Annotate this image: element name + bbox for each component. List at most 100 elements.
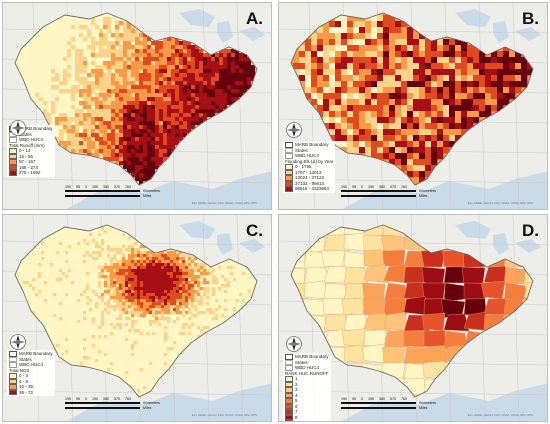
legend-item: 6 [285, 403, 329, 410]
scale-tick: 190 [65, 185, 71, 189]
legend-swatch [9, 159, 17, 165]
legend-item: 7 [285, 409, 329, 415]
legend-class-label: 3 [295, 387, 298, 393]
scale-tick-labels: 190 95 0 190 380 570 760 [341, 185, 407, 189]
scale-bar-mi [65, 194, 140, 197]
legend-states-label: States [295, 147, 308, 153]
scale-tick: 380 [379, 185, 385, 189]
legend-swatch [285, 414, 293, 421]
scale-tick: 570 [390, 397, 396, 401]
scale-tick: 0 [85, 397, 87, 401]
panel-letter: C. [246, 221, 263, 240]
scale-tick: 95 [76, 185, 80, 189]
legend-item: Total NO3 [9, 368, 53, 373]
legend-swatch [285, 376, 293, 382]
scale-tick: 0 [361, 185, 363, 189]
legend: MARB Boundary States WBD HUC4 RANK HUC RUNO… [283, 353, 331, 421]
legend-swatch [285, 392, 293, 399]
map-panel-flooding: B. MARB Boundary States WBD HUC4 Flooding E… [278, 2, 548, 210]
legend-class-label: 275 - 1592 [19, 170, 41, 176]
scale-bar-mi [65, 406, 140, 409]
legend-item: WBD HUC4 [9, 137, 53, 143]
scale-bar-km [65, 189, 140, 192]
legend-item: 13024 - 37123 [285, 175, 333, 181]
legend-class-label: 4 - 9 [19, 378, 29, 384]
legend-swatch [285, 359, 293, 365]
scale-unit-label: Miles [143, 194, 152, 198]
legend-swatch [285, 387, 293, 393]
scale-tick: 190 [92, 397, 98, 401]
legend-class-label: 0 - 1795 [295, 164, 312, 170]
legend-item: 3 [285, 387, 329, 393]
scale-tick: 760 [401, 397, 407, 401]
legend-class-label: 36 - 72 [19, 389, 34, 395]
scale-tick: 95 [352, 397, 356, 401]
legend-class-label: 168 - 274 [19, 164, 39, 170]
scale-unit-label: Kilometers [419, 189, 436, 193]
legend-huc-label: WBD HUC4 [19, 137, 44, 143]
scale-tick: 760 [401, 185, 407, 189]
legend-item: 0 - 1795 [285, 164, 333, 170]
legend-item: 1797 - 13013 [285, 169, 333, 176]
legend-swatch [285, 180, 293, 187]
scale-tick: 190 [368, 397, 374, 401]
legend-swatch [285, 398, 293, 404]
north-arrow-icon [10, 120, 26, 136]
legend-item: 0 - 14 [9, 148, 53, 154]
scale-tick: 190 [65, 397, 71, 401]
legend-swatch [285, 409, 293, 415]
legend-swatch [9, 378, 17, 385]
legend-swatch [9, 137, 17, 143]
legend-swatch [285, 164, 293, 170]
legend-boundary-label: MARB Boundary [295, 142, 329, 148]
scale-tick-labels: 190 95 0 190 380 570 760 [65, 185, 131, 189]
legend-item: WBD HUC4 [285, 153, 333, 159]
map-credit: Esri, HERE, Garmin, FAO, NOAA, USGS, EPA… [467, 201, 533, 205]
legend-swatch [9, 148, 17, 154]
basemap [3, 3, 271, 209]
legend-item: 0 - 3 [9, 373, 53, 379]
legend-item: MARB Boundary [285, 142, 333, 148]
legend-swatch [285, 381, 293, 388]
legend-states-label: States [19, 356, 32, 362]
scale-tick: 760 [125, 397, 131, 401]
legend-huc-label: WBD HUC4 [295, 153, 320, 159]
legend-huc-label: WBD HUC4 [295, 365, 320, 371]
legend-swatch [9, 356, 17, 362]
legend-item: 10 - 35 [9, 384, 53, 390]
legend-item: MARB Boundary [285, 354, 329, 360]
map-credit: Esri, HERE, Garmin, FAO, NOAA, USGS, EPA… [191, 201, 257, 205]
legend-class-label: 0 - 14 [19, 148, 31, 154]
legend-class-label: 0 - 3 [19, 373, 29, 379]
legend-item: 36 - 72 [9, 389, 53, 396]
legend-swatch [285, 153, 293, 159]
legend-item: 37133 - 98613 [285, 180, 333, 187]
legend-item: 168 - 274 [9, 164, 53, 171]
legend-class-label: 9 [295, 420, 298, 421]
scale-tick: 570 [114, 185, 120, 189]
scale-tick: 0 [361, 397, 363, 401]
scale-bar: 190 95 0 190 380 570 760 Kilometers Miles [65, 185, 160, 203]
scale-unit-label: Miles [419, 406, 428, 410]
scale-tick: 380 [103, 185, 109, 189]
legend-class-label: 1797 - 13013 [295, 169, 322, 175]
legend-swatch [9, 164, 17, 171]
panel-letter: D. [522, 221, 539, 240]
scale-bar: 190 95 0 190 380 570 760 Kilometers Miles [65, 397, 160, 415]
scale-unit-label: Miles [419, 194, 428, 198]
scale-bar-mi [341, 194, 416, 197]
panel-letter: A. [246, 9, 263, 28]
scale-tick: 380 [103, 397, 109, 401]
legend-class-label: 98616 - 4323684 [295, 186, 330, 192]
scale-tick: 95 [352, 185, 356, 189]
legend-item: States [9, 356, 53, 362]
legend-item: 8 [285, 414, 329, 421]
legend-item: 275 - 1592 [9, 170, 53, 176]
legend-swatch [9, 170, 17, 176]
legend-item: States [285, 147, 333, 153]
legend-class-label: 37133 - 98613 [295, 180, 325, 186]
map-credit: Esri, HERE, Garmin, FAO, NOAA, USGS, EPA… [191, 413, 257, 417]
legend-boundary-label: MARB Boundary [295, 354, 329, 360]
legend-item: 57 - 167 [9, 159, 53, 165]
legend-class-label: 57 - 167 [19, 159, 36, 165]
